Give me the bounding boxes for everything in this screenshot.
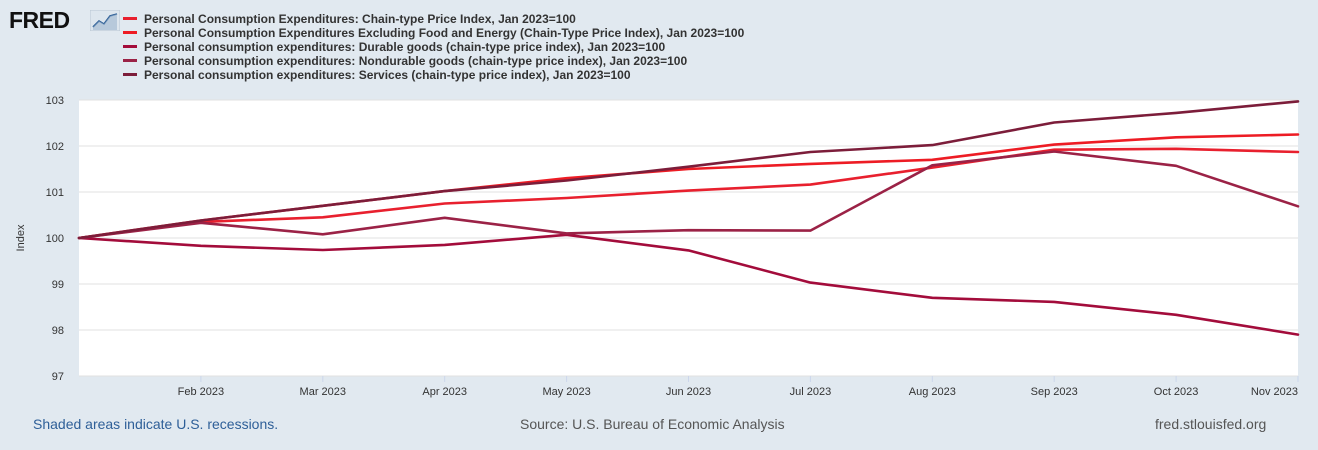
legend-label: Personal Consumption Expenditures Exclud…	[144, 26, 745, 40]
legend-label: Personal consumption expenditures: Durab…	[144, 40, 666, 54]
x-tick-label: Sep 2023	[1031, 386, 1078, 398]
y-axis-label: Index	[15, 224, 27, 251]
y-tick-label: 99	[52, 279, 64, 291]
series-line-4	[77, 150, 1300, 240]
legend-label: Personal Consumption Expenditures: Chain…	[144, 12, 576, 26]
legend-item[interactable]: Personal Consumption Expenditures Exclud…	[123, 26, 744, 40]
legend-label: Personal consumption expenditures: Nondu…	[144, 54, 688, 68]
legend-item[interactable]: Personal consumption expenditures: Nondu…	[123, 54, 744, 68]
y-tick-label: 101	[46, 187, 64, 199]
legend-item[interactable]: Personal consumption expenditures: Durab…	[123, 40, 744, 54]
x-tick-label: Jun 2023	[666, 386, 711, 398]
site-link[interactable]: fred.stlouisfed.org	[1155, 416, 1267, 432]
recession-note: Shaded areas indicate U.S. recessions.	[33, 416, 279, 432]
x-tick-label: Feb 2023	[178, 386, 224, 398]
fred-logo-text: FRED	[9, 7, 70, 33]
y-tick-label: 103	[46, 95, 64, 107]
x-tick-label: Oct 2023	[1154, 386, 1199, 398]
y-tick-label: 100	[46, 233, 64, 245]
x-tick-label: Nov 2023	[1251, 386, 1298, 398]
line-chart: 97 98 99 100 101 102 103 Feb 2023 Mar 2023 Apr 20…	[15, 95, 1300, 398]
x-tick-label: Mar 2023	[300, 386, 346, 398]
y-tick-label: 102	[46, 141, 64, 153]
legend-label: Personal consumption expenditures: Servi…	[144, 68, 631, 82]
series-line-3	[77, 233, 1300, 336]
x-tick-label: May 2023	[542, 386, 590, 398]
legend-item[interactable]: Personal consumption expenditures: Servi…	[123, 68, 744, 82]
series-line-5	[77, 100, 1300, 240]
legend-swatch	[123, 73, 137, 77]
source-note: Source: U.S. Bureau of Economic Analysis	[520, 416, 785, 432]
trend-chart-icon	[90, 10, 120, 31]
legend-swatch	[123, 31, 137, 35]
x-tick-label: Jul 2023	[790, 386, 832, 398]
y-tick-label: 97	[52, 371, 64, 383]
y-tick-label: 98	[52, 325, 64, 337]
legend-item[interactable]: Personal Consumption Expenditures: Chain…	[123, 12, 744, 26]
legend-swatch	[123, 59, 137, 63]
legend-swatch	[123, 45, 137, 49]
legend-swatch	[123, 17, 137, 21]
series-line-1	[77, 147, 1300, 240]
x-tick-label: Aug 2023	[909, 386, 956, 398]
chart-legend: Personal Consumption Expenditures: Chain…	[123, 12, 744, 82]
x-tick-label: Apr 2023	[422, 386, 467, 398]
